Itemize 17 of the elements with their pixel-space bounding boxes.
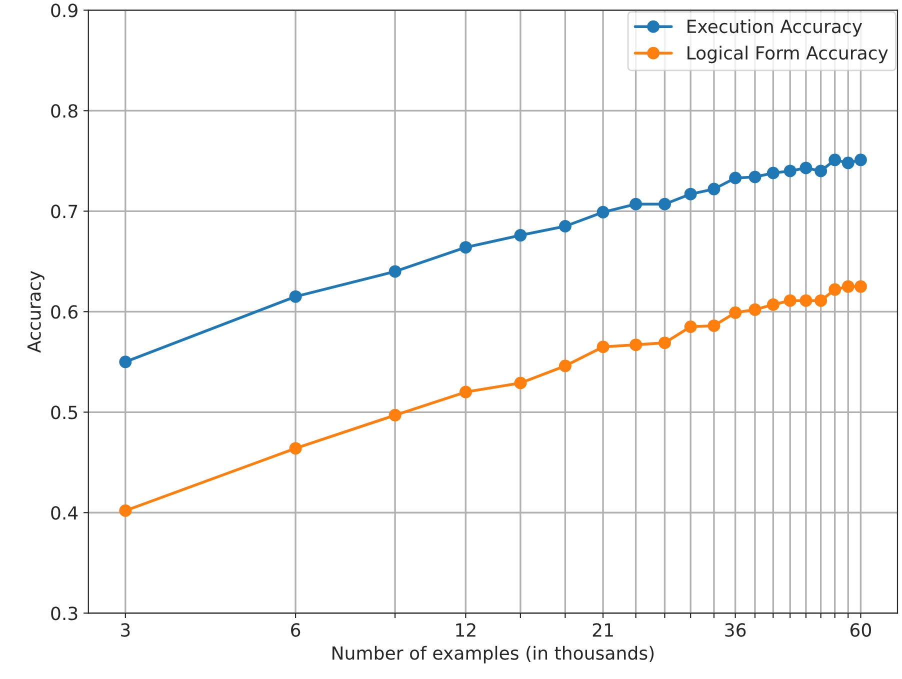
x-axis-title: Number of examples (in thousands): [332, 646, 654, 664]
y-tick-label: 0.5: [51, 406, 78, 420]
y-tick-label: 0.7: [51, 204, 78, 218]
y-tick-label: 0.9: [51, 4, 78, 18]
legend-label: Logical Form Accuracy: [688, 46, 888, 64]
y-tick-label: 0.8: [51, 104, 78, 118]
y-tick-label: 0.3: [51, 606, 78, 620]
y-tick-label: 0.6: [51, 305, 78, 319]
x-tick-label: 6: [291, 623, 300, 637]
x-tick-label: 36: [725, 623, 746, 637]
x-tick-label: 12: [456, 623, 476, 637]
legend-label: Execution Accuracy: [688, 19, 862, 37]
y-tick-label: 0.4: [51, 506, 78, 520]
x-tick-label: 60: [850, 623, 871, 637]
x-tick-label: 21: [592, 623, 613, 637]
y-axis-title: Accuracy: [27, 270, 44, 353]
x-tick-label: 3: [121, 623, 130, 637]
